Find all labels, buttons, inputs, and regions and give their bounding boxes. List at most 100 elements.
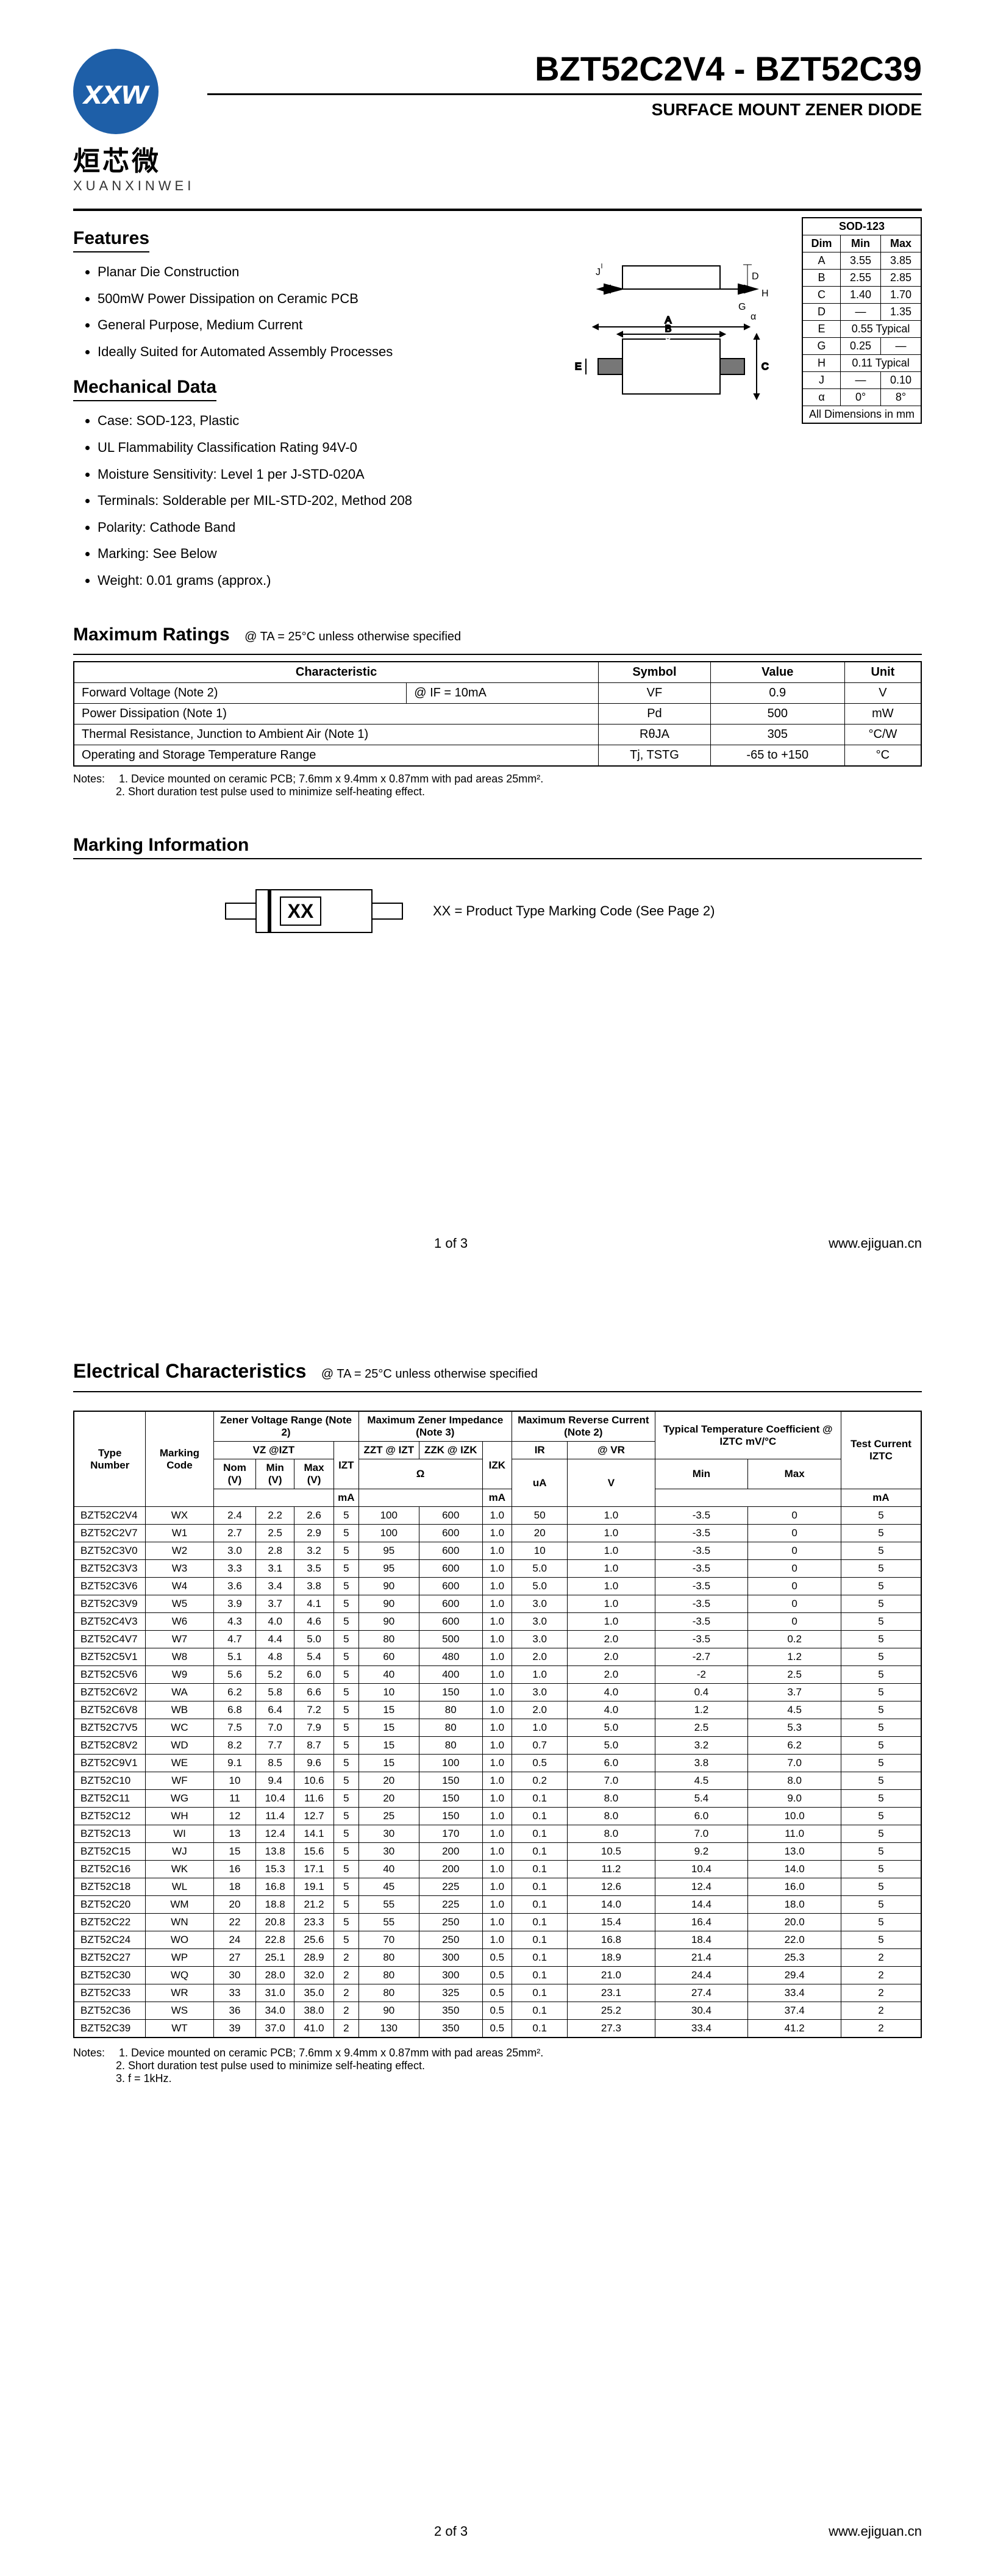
elec-cell: 1.0 xyxy=(482,1560,512,1578)
dim-cell: 0° xyxy=(841,389,881,406)
elec-cell: 0.1 xyxy=(512,1861,568,1878)
elec-cell: 21.4 xyxy=(655,1949,748,1967)
elec-cell: 600 xyxy=(419,1542,482,1560)
elec-cell: BZT52C10 xyxy=(74,1772,146,1790)
elec-cell: 7.5 xyxy=(213,1719,256,1737)
elec-cell: 1.0 xyxy=(482,1896,512,1914)
elec-cell: 5.4 xyxy=(294,1648,333,1666)
elec-cell: 45 xyxy=(358,1878,419,1896)
elec-cell: 8.0 xyxy=(568,1825,655,1843)
elec-cell: BZT52C9V1 xyxy=(74,1755,146,1772)
table-row: BZT52C30WQ3028.032.02803000.50.121.024.4… xyxy=(74,1967,921,1984)
elec-cell: 5 xyxy=(841,1843,921,1861)
elec-h-ir: IR xyxy=(512,1442,568,1459)
list-item: Ideally Suited for Automated Assembly Pr… xyxy=(98,340,463,364)
elec-cell: 6.0 xyxy=(294,1666,333,1684)
elec-cell: WP xyxy=(146,1949,213,1967)
elec-cell: WF xyxy=(146,1772,213,1790)
dim-cell: 2.85 xyxy=(880,270,921,287)
elec-cell: 3.2 xyxy=(655,1737,748,1755)
elec-cell: 15 xyxy=(358,1701,419,1719)
table-row: BZT52C13WI1312.414.15301701.00.18.07.011… xyxy=(74,1825,921,1843)
elec-cell: 0.4 xyxy=(655,1684,748,1701)
brand-logo: xxw 烜芯微 XUANXINWEI xyxy=(73,49,207,194)
elec-cell: 4.8 xyxy=(256,1648,294,1666)
elec-cell: 4.4 xyxy=(256,1631,294,1648)
max-h-sym: Symbol xyxy=(599,662,711,683)
elec-cell: 3.0 xyxy=(512,1595,568,1613)
elec-cell: -3.5 xyxy=(655,1595,748,1613)
elec-cell: 3.5 xyxy=(294,1560,333,1578)
elec-cell: 11.4 xyxy=(256,1808,294,1825)
max-cell: VF xyxy=(599,682,711,703)
elec-cell: 7.9 xyxy=(294,1719,333,1737)
max-ratings-cond: @ TA = 25°C unless otherwise specified xyxy=(244,630,461,643)
elec-cell: BZT52C5V1 xyxy=(74,1648,146,1666)
elec-cell: 1.0 xyxy=(482,1666,512,1684)
elec-cell: 31.0 xyxy=(256,1984,294,2002)
elec-cell: 19.1 xyxy=(294,1878,333,1896)
marking-legend: XX = Product Type Marking Code (See Page… xyxy=(433,903,715,919)
dim-cell: C xyxy=(802,287,841,304)
table-row: BZT52C39WT3937.041.021303500.50.127.333.… xyxy=(74,2020,921,2038)
list-item: Marking: See Below xyxy=(98,542,463,566)
elec-cell: -3.5 xyxy=(655,1507,748,1525)
elec-cell: 5.2 xyxy=(256,1666,294,1684)
elec-cell: 16.8 xyxy=(568,1931,655,1949)
elec-cell: 2 xyxy=(841,1984,921,2002)
elec-cell: 5 xyxy=(334,1737,358,1755)
elec-cell: 5.0 xyxy=(568,1737,655,1755)
elec-cell: 2.5 xyxy=(655,1719,748,1737)
elec-cell: 0 xyxy=(748,1542,841,1560)
elec-cell: 10 xyxy=(512,1542,568,1560)
mechdata-heading: Mechanical Data xyxy=(73,377,216,401)
elec-cell: 4.0 xyxy=(568,1701,655,1719)
svg-text:E: E xyxy=(575,362,582,372)
elec-cell: 300 xyxy=(419,1967,482,1984)
elec-cell: 170 xyxy=(419,1825,482,1843)
elec-cell: 3.4 xyxy=(256,1578,294,1595)
elec-cell: 80 xyxy=(358,1949,419,1967)
elec-h-zvr: Zener Voltage Range (Note 2) xyxy=(213,1411,358,1442)
elec-cell: 1.0 xyxy=(482,1737,512,1755)
table-row: BZT52C22WN2220.823.35552501.00.115.416.4… xyxy=(74,1914,921,1931)
elec-cell: BZT52C27 xyxy=(74,1949,146,1967)
dim-cell: 0.10 xyxy=(880,372,921,389)
elec-cell: 16.4 xyxy=(655,1914,748,1931)
elec-cell: 150 xyxy=(419,1684,482,1701)
elec-cell: 5.0 xyxy=(512,1578,568,1595)
elec-cond: @ TA = 25°C unless otherwise specified xyxy=(321,1367,538,1381)
elec-cell: 33.4 xyxy=(655,2020,748,2038)
elec-cell: 600 xyxy=(419,1595,482,1613)
dim-cell: 3.55 xyxy=(841,252,881,270)
table-row: BZT52C5V6W95.65.26.05404001.01.02.0-22.5… xyxy=(74,1666,921,1684)
elec-h-vr: @ VR xyxy=(568,1442,655,1459)
elec-h-maxv: Max (V) xyxy=(294,1459,333,1489)
elec-cell: 600 xyxy=(419,1560,482,1578)
elec-cell: 225 xyxy=(419,1878,482,1896)
elec-cell: 41.0 xyxy=(294,2020,333,2038)
elec-cell: 10.6 xyxy=(294,1772,333,1790)
elec-cell: 14.4 xyxy=(655,1896,748,1914)
elec-cell: 1.0 xyxy=(482,1843,512,1861)
elec-cell: 1.0 xyxy=(482,1825,512,1843)
table-row: BZT52C12WH1211.412.75251501.00.18.06.010… xyxy=(74,1808,921,1825)
elec-cell: 0.1 xyxy=(512,1808,568,1825)
elec-cell: 0.1 xyxy=(512,1825,568,1843)
elec-heading: Electrical Characteristics xyxy=(73,1360,306,1385)
elec-h-ohm: Ω xyxy=(358,1459,482,1489)
elec-cell: WE xyxy=(146,1755,213,1772)
elec-cell: 10 xyxy=(358,1684,419,1701)
table-row: BZT52C6V2WA6.25.86.65101501.03.04.00.43.… xyxy=(74,1684,921,1701)
elec-cell: -3.5 xyxy=(655,1542,748,1560)
elec-cell: 39 xyxy=(213,2020,256,2038)
elec-cell: 70 xyxy=(358,1931,419,1949)
elec-cell: 1.0 xyxy=(568,1595,655,1613)
list-item: General Purpose, Medium Current xyxy=(98,313,463,337)
elec-cell: 150 xyxy=(419,1790,482,1808)
elec-cell: 25.1 xyxy=(256,1949,294,1967)
features-heading: Features xyxy=(73,228,149,252)
dim-cell: 3.85 xyxy=(880,252,921,270)
list-item: Polarity: Cathode Band xyxy=(98,515,463,540)
elec-cell: 600 xyxy=(419,1613,482,1631)
